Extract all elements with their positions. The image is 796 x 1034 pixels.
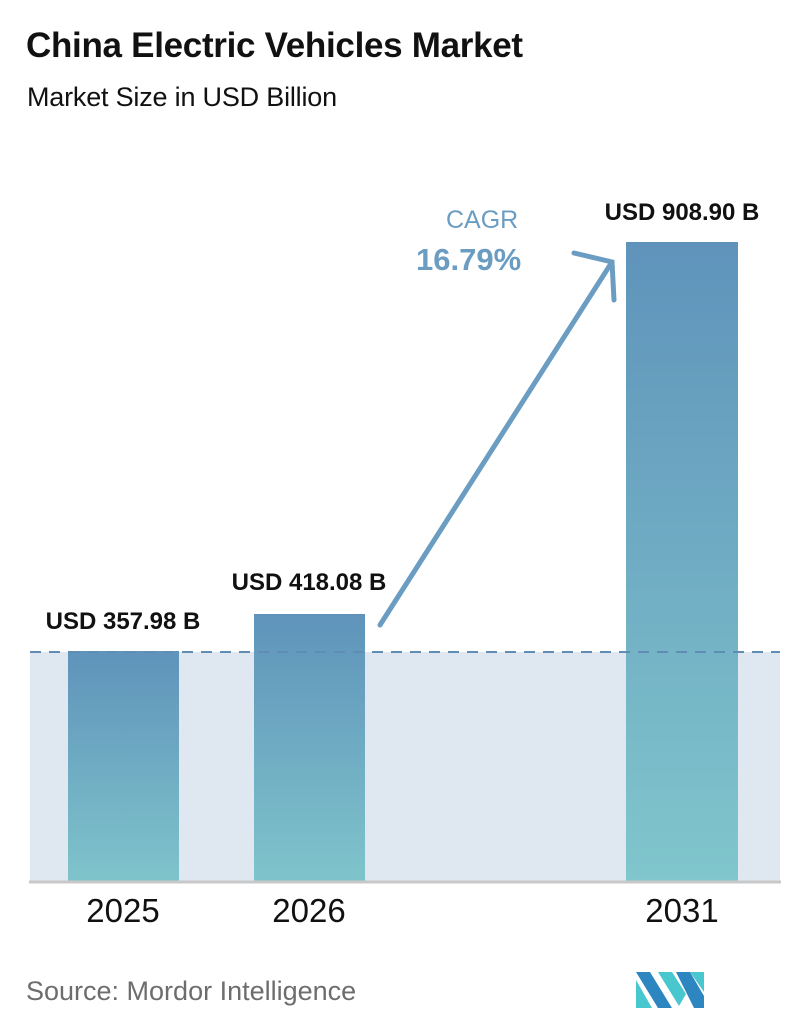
cagr-arrow-icon [377, 250, 617, 628]
cagr-label: CAGR [446, 206, 519, 234]
bar-2026 [254, 614, 365, 882]
chart-subtitle: Market Size in USD Billion [27, 82, 337, 112]
x-tick-2031: 2031 [645, 892, 719, 929]
bar-2031 [626, 242, 738, 882]
x-tick-2025: 2025 [86, 892, 160, 929]
cagr-value: 16.79% [416, 242, 522, 277]
x-tick-2026: 2026 [272, 892, 346, 929]
bar-label-2026: USD 418.08 B [231, 569, 387, 596]
bar-label-2031: USD 908.90 B [604, 199, 760, 226]
mordor-intelligence-logo-icon [636, 972, 704, 1008]
bar-2025 [68, 651, 179, 882]
source-text: Source: Mordor Intelligence [26, 976, 357, 1006]
chart-title: China Electric Vehicles Market [26, 26, 523, 65]
bar-label-2025: USD 357.98 B [45, 608, 201, 635]
